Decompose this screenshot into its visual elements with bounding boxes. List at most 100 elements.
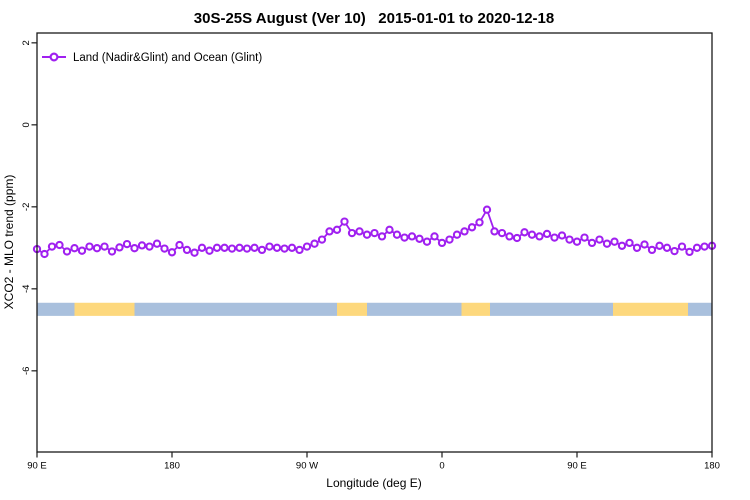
data-point xyxy=(527,230,537,239)
data-point xyxy=(362,230,372,239)
data-point xyxy=(677,242,687,251)
data-point xyxy=(505,232,514,241)
data-point xyxy=(662,243,672,252)
data-point xyxy=(467,223,477,232)
plot-area: 90 E 180 90 W 0 90 E 180 2 0 -2 -4 -6 xyxy=(21,32,720,472)
data-point xyxy=(490,227,499,236)
data-point xyxy=(355,227,364,236)
data-point xyxy=(302,242,312,251)
data-point xyxy=(422,237,432,246)
band-segment-ocean xyxy=(688,302,712,316)
data-point xyxy=(175,240,184,250)
data-point xyxy=(565,235,574,244)
y-tick-label: 0 xyxy=(21,122,32,127)
data-point xyxy=(670,246,679,256)
band-segment-ocean xyxy=(134,302,337,316)
data-point xyxy=(197,243,207,252)
data-point xyxy=(332,225,342,234)
data-point xyxy=(40,249,49,259)
data-point xyxy=(647,245,657,255)
data-point xyxy=(475,218,484,227)
data-point xyxy=(160,244,169,253)
data-point xyxy=(692,243,702,252)
data-point xyxy=(482,205,492,214)
data-point xyxy=(617,241,627,250)
band-segment-land xyxy=(613,302,688,316)
data-point xyxy=(452,230,462,239)
data-point xyxy=(325,227,334,236)
data-point xyxy=(497,228,507,238)
data-point xyxy=(115,243,124,252)
x-tick-label: 0 xyxy=(439,461,444,472)
data-point xyxy=(602,239,612,248)
data-point xyxy=(205,246,214,255)
data-point xyxy=(587,238,597,248)
band-segment-land xyxy=(461,302,490,316)
data-point xyxy=(595,235,604,244)
data-point xyxy=(415,234,424,243)
data-point xyxy=(167,248,177,257)
chart-title: 30S-25S August (Ver 10) 2015-01-01 to 20… xyxy=(194,10,554,27)
x-tick-label: 90 E xyxy=(27,461,47,472)
data-point xyxy=(535,232,544,241)
data-point xyxy=(655,241,664,250)
x-tick-label: 90 E xyxy=(567,461,587,472)
data-point xyxy=(47,242,57,251)
data-point xyxy=(235,243,244,252)
data-point xyxy=(212,243,222,252)
data-point xyxy=(445,235,454,244)
data-point xyxy=(310,239,319,248)
data-point xyxy=(512,233,522,243)
data-point xyxy=(280,244,289,253)
data-point xyxy=(242,244,252,253)
y-tick-label: -4 xyxy=(21,285,32,293)
data-point xyxy=(437,238,447,248)
data-point xyxy=(520,228,529,237)
data-point xyxy=(572,237,582,246)
band-segment-ocean xyxy=(490,302,613,316)
data-point xyxy=(377,232,387,241)
data-point xyxy=(542,229,552,239)
data-point xyxy=(557,231,567,240)
data-point xyxy=(385,225,394,234)
data-point xyxy=(460,227,469,236)
data-point xyxy=(400,233,409,242)
x-axis-label: Longitude (deg E) xyxy=(326,476,421,490)
data-point xyxy=(100,242,109,251)
legend-open-circle-icon xyxy=(49,52,59,62)
data-point xyxy=(580,233,589,242)
band-segment-land xyxy=(74,302,135,316)
data-point xyxy=(685,247,694,257)
plot-box xyxy=(36,32,713,453)
y-tick-label: -6 xyxy=(21,367,32,375)
y-axis-label: XCO2 - MLO trend (ppm) xyxy=(2,175,16,310)
data-point xyxy=(152,239,162,248)
data-point xyxy=(70,244,79,253)
data-point xyxy=(62,247,72,256)
data-point xyxy=(137,241,147,250)
data-point xyxy=(340,217,349,226)
data-point xyxy=(632,243,642,252)
data-point xyxy=(122,239,132,249)
legend: Land (Nadir&Glint) and Ocean (Glint) xyxy=(42,52,262,64)
y-tick-label: 2 xyxy=(21,40,32,45)
x-tick-label: 180 xyxy=(704,461,720,472)
data-point xyxy=(55,240,64,250)
data-point xyxy=(295,245,304,255)
data-point xyxy=(625,238,634,248)
data-point xyxy=(265,242,274,251)
data-point xyxy=(640,240,649,249)
data-point xyxy=(182,245,192,255)
band-segment-ocean xyxy=(367,302,462,316)
x-tick-label: 180 xyxy=(164,461,180,472)
data-point xyxy=(392,230,402,239)
data-point xyxy=(317,235,327,244)
data-point xyxy=(77,246,87,255)
band-segment-land xyxy=(337,302,367,316)
band-segment-ocean xyxy=(37,302,75,316)
data-point xyxy=(145,242,154,251)
y-tick-label: -2 xyxy=(21,203,32,211)
data-point xyxy=(287,243,297,252)
